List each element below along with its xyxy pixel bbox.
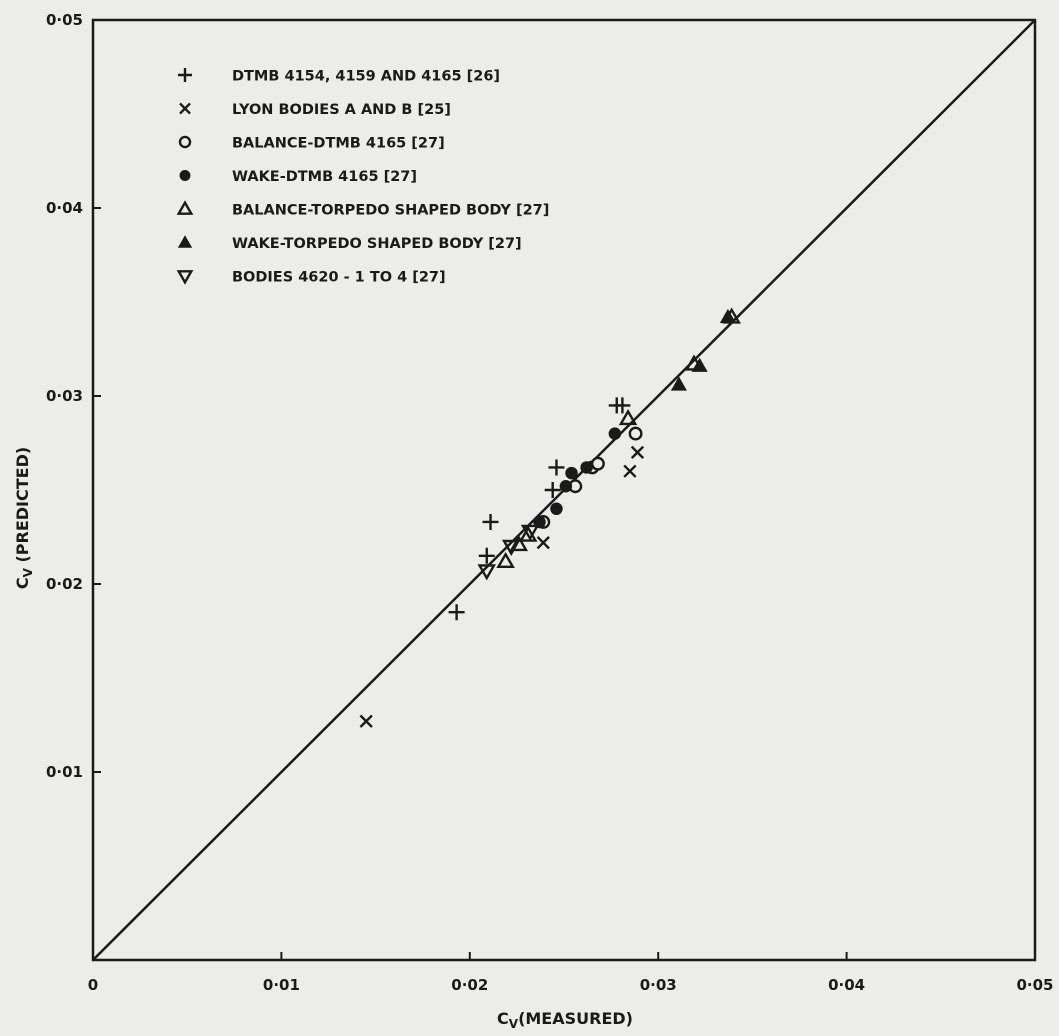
x-axis-label-rest: (MEASURED) xyxy=(518,1009,633,1028)
data-point-cross xyxy=(536,536,550,550)
data-point-circle-filled xyxy=(559,480,573,493)
legend-marker-triangle-up-open xyxy=(176,200,194,215)
y-tick-label: 0·02 xyxy=(46,575,83,593)
data-point-plus xyxy=(482,513,499,530)
y-axis-label-rest: (PREDICTED) xyxy=(13,447,32,568)
legend-entry-label: BODIES 4620 - 1 TO 4 [27] xyxy=(232,270,446,286)
legend-entry-label: BALANCE-DTMB 4165 [27] xyxy=(232,136,445,152)
y-tick-label: 0·01 xyxy=(46,763,83,781)
y-tick-label: 0·03 xyxy=(46,387,83,405)
legend-marker-cross xyxy=(179,102,191,115)
legend-entry-label: WAKE-DTMB 4165 [27] xyxy=(232,169,417,185)
data-point-plus xyxy=(448,604,465,621)
data-point-circle-filled xyxy=(550,502,563,516)
x-axis-label-subscript: V xyxy=(509,1017,519,1031)
data-point-triangle-up-open xyxy=(618,408,638,426)
legend-entry-label: WAKE-TORPEDO SHAPED BODY [27] xyxy=(232,236,522,252)
data-point-triangle-down-open xyxy=(520,524,540,541)
data-point-cross xyxy=(630,445,645,460)
data-point-plus xyxy=(478,547,495,564)
y-tick-label: 0·05 xyxy=(46,11,83,29)
data-point-plus xyxy=(548,459,565,476)
data-point-circle-open xyxy=(628,426,643,441)
legend-marker-circle-filled xyxy=(179,170,191,181)
data-point-circle-filled xyxy=(580,461,593,474)
y-axis-label: CV (PREDICTED) xyxy=(13,447,35,589)
plot-frame xyxy=(91,18,1037,962)
data-point-circle-filled xyxy=(608,427,622,440)
legend-entry-label: DTMB 4154, 4159 AND 4165 [26] xyxy=(232,69,500,85)
data-point-triangle-up-open xyxy=(509,534,529,552)
data-point-plus xyxy=(614,397,631,414)
legend-marker-plus xyxy=(178,68,192,82)
data-point-triangle-up-filled xyxy=(670,376,687,391)
legend-entry-label: LYON BODIES A AND B [25] xyxy=(232,102,451,118)
legend-entry-label: BALANCE-TORPEDO SHAPED BODY [27] xyxy=(232,203,549,219)
x-tick-label: 0·01 xyxy=(263,976,300,994)
data-point-triangle-down-open xyxy=(501,539,521,557)
data-point-cross xyxy=(359,714,373,728)
y-axis-label-subscript: V xyxy=(21,567,35,577)
x-axis-label: CV(MEASURED) xyxy=(497,1009,633,1031)
x-tick-label: 0·04 xyxy=(828,976,865,994)
data-point-triangle-down-open xyxy=(477,564,497,581)
x-tick-label: 0·03 xyxy=(640,976,677,994)
data-point-circle-open xyxy=(590,456,605,471)
x-tick-label: 0·05 xyxy=(1016,976,1053,994)
data-point-circle-filled xyxy=(565,466,578,480)
data-point-triangle-up-filled xyxy=(691,357,708,372)
data-point-cross xyxy=(623,464,637,478)
points-layer xyxy=(359,307,741,728)
tick-layer: 0 0·01 0·02 0·03 0·04 0·05 0·01 0·02 0·03 0·04 0·0… xyxy=(46,11,1054,994)
y-axis-label-main: C xyxy=(13,577,32,589)
data-point-triangle-up-open xyxy=(496,551,515,569)
data-point-triangle-up-filled xyxy=(719,308,736,323)
data-point-plus xyxy=(544,482,561,498)
x-axis-label-main: C xyxy=(497,1009,509,1028)
legend-marker-circle-open xyxy=(178,135,192,149)
x-tick-label: 0·02 xyxy=(451,976,488,994)
x-tick-label: 0 xyxy=(88,976,98,994)
legend-marker-triangle-up-filled xyxy=(177,235,193,248)
legend-marker-triangle-down-open xyxy=(176,270,194,285)
y-tick-label: 0·04 xyxy=(46,199,83,217)
legend: DTMB 4154, 4159 AND 4165 [26] LYON BODIES… xyxy=(176,68,549,286)
plot-border xyxy=(91,18,1037,962)
